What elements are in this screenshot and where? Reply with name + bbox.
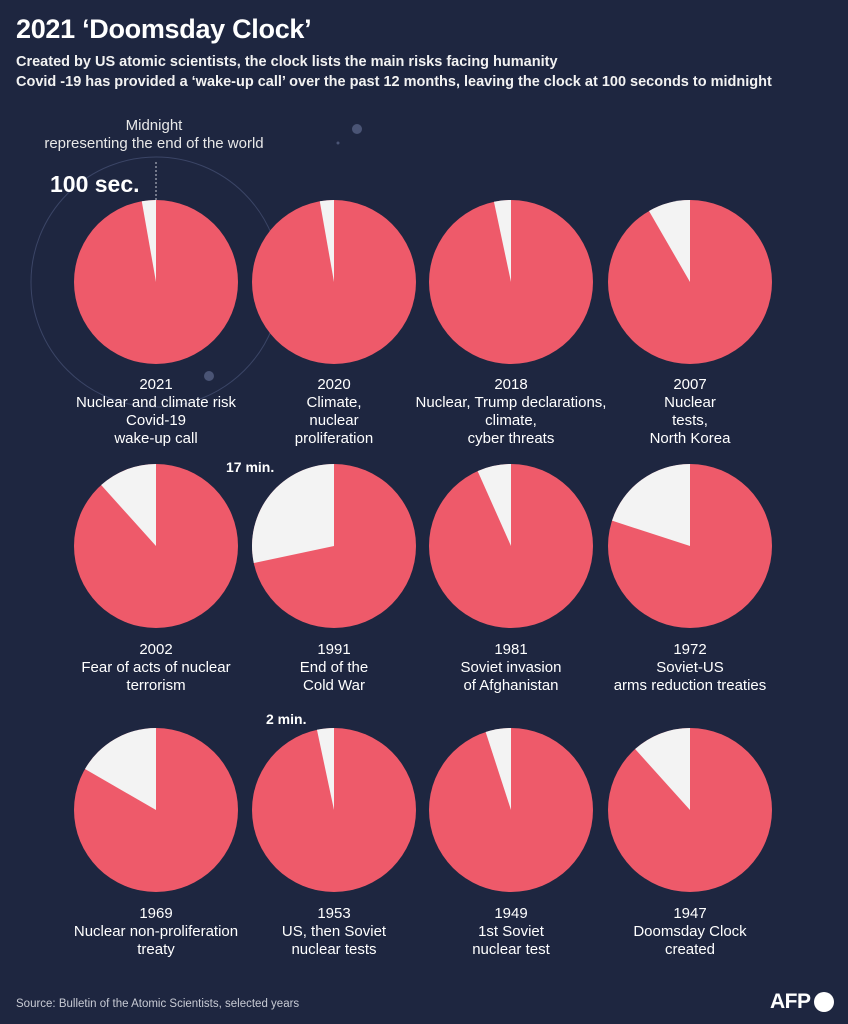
- clock-event-label: Nuclear and climate risk: [75, 394, 237, 411]
- clock-event-label: proliferation: [294, 430, 374, 447]
- clock-event-label: nuclear test: [472, 941, 550, 958]
- clock-1981: [429, 464, 593, 628]
- deco-dot: [352, 124, 362, 134]
- time-to-midnight-slice-1947: [635, 728, 690, 810]
- clock-caption-1991: 1991 End of the Cold War: [219, 641, 449, 695]
- clock-caption-2021: 2021 Nuclear and climate risk Covid-19 wake…: [41, 376, 271, 448]
- time-to-midnight-slice-1981: [477, 464, 511, 546]
- seventeen-min-annotation: 17 min.: [226, 459, 275, 475]
- midnight-description: representing the end of the world: [44, 135, 264, 152]
- time-to-midnight-slice-1972: [612, 464, 690, 546]
- clock-1969: [74, 728, 238, 892]
- clock-1972: [608, 464, 772, 628]
- time-to-midnight-slice-1969: [84, 728, 156, 810]
- clock-2018: [429, 200, 593, 364]
- clock-2021: [74, 200, 238, 364]
- clock-year: 1969: [139, 905, 173, 922]
- clock-caption-2018: 2018 Nuclear, Trump declarations, climate,…: [396, 376, 626, 448]
- clock-event-label: treaty: [137, 941, 175, 958]
- clock-event-label: wake-up call: [114, 430, 198, 447]
- time-to-midnight-slice-2018: [493, 200, 511, 282]
- clock-2020: [252, 200, 416, 364]
- source-note: Source: Bulletin of the Atomic Scientist…: [16, 998, 300, 1010]
- midnight-annotation: Midnight representing the end of the wor…: [0, 117, 308, 153]
- time-to-midnight-slice-1949: [485, 728, 511, 810]
- clock-event-label: tests,: [672, 412, 708, 429]
- clock-event-label: terrorism: [126, 677, 186, 694]
- clock-caption-1969: 1969 Nuclear non-proliferation treaty: [41, 905, 271, 959]
- clock-event-label: Nuclear, Trump declarations,: [415, 394, 607, 411]
- clock-event-label: North Korea: [649, 430, 731, 447]
- clock-caption-2002: 2002 Fear of acts of nuclear terrorism: [41, 641, 271, 695]
- clock-2007: [608, 200, 772, 364]
- clock-event-label: Soviet invasion: [460, 659, 562, 676]
- afp-logo: AFP: [770, 990, 834, 1014]
- clock-event-label: nuclear tests: [291, 941, 377, 958]
- clock-year: 2018: [494, 376, 528, 393]
- page-title: 2021 ‘Doomsday Clock’: [16, 14, 312, 44]
- time-to-midnight-slice-2002: [101, 464, 156, 546]
- clock-event-label: Climate,: [306, 394, 362, 411]
- deco-dot: [336, 141, 340, 145]
- time-to-midnight-slice-2007: [649, 200, 690, 282]
- clock-year: 1991: [317, 641, 351, 658]
- clock-year: 2002: [139, 641, 173, 658]
- clock-1949: [429, 728, 593, 892]
- deco-dot: [204, 371, 214, 381]
- clock-year: 1972: [673, 641, 707, 658]
- hundred-sec-annotation: 100 sec.: [50, 171, 140, 197]
- clock-event-label: climate,: [485, 412, 537, 429]
- clock-year: 1949: [494, 905, 528, 922]
- clock-1953: [252, 728, 416, 892]
- clock-year: 1981: [494, 641, 528, 658]
- clock-caption-1949: 1949 1st Soviet nuclear test: [396, 905, 626, 959]
- subtitle-line-1: Created by US atomic scientists, the clo…: [16, 54, 558, 70]
- time-to-midnight-slice-1953: [316, 728, 334, 810]
- time-to-midnight-slice-1991: [251, 464, 334, 564]
- subtitle-line-2: Covid -19 has provided a ‘wake-up call’ …: [16, 74, 772, 90]
- clock-caption-2020: 2020 Climate, nuclear proliferation: [219, 376, 449, 448]
- clock-event-label: Doomsday Clock: [633, 923, 747, 940]
- clock-event-label: arms reduction treaties: [613, 677, 767, 694]
- clock-year: 2021: [139, 376, 173, 393]
- clock-caption-1953: 1953 US, then Soviet nuclear tests: [219, 905, 449, 959]
- clock-year: 1953: [317, 905, 351, 922]
- clock-caption-2007: 2007 Nuclear tests, North Korea: [575, 376, 805, 448]
- midnight-label: Midnight: [125, 117, 183, 134]
- clock-year: 2007: [673, 376, 707, 393]
- two-min-annotation: 2 min.: [266, 711, 307, 727]
- clock-event-label: US, then Soviet: [281, 923, 387, 940]
- time-to-midnight-slice-2021: [141, 200, 156, 282]
- clock-event-label: Covid-19: [125, 412, 187, 429]
- afp-logo-dot: [813, 992, 834, 1012]
- clock-caption-1981: 1981 Soviet invasion of Afghanistan: [396, 641, 626, 695]
- clock-event-label: Soviet-US: [656, 659, 724, 676]
- clock-caption-1947: 1947 Doomsday Clock created: [575, 905, 805, 959]
- clock-event-label: End of the: [299, 659, 369, 676]
- clock-2002: [74, 464, 238, 628]
- clock-event-label: Fear of acts of nuclear: [81, 659, 231, 676]
- clock-1947: [608, 728, 772, 892]
- clock-event-label: nuclear: [309, 412, 359, 429]
- clock-event-label: Cold War: [303, 677, 365, 694]
- clock-event-label: of Afghanistan: [463, 677, 559, 694]
- clock-event-label: Nuclear non-proliferation: [73, 923, 239, 940]
- clock-event-label: created: [664, 941, 716, 958]
- clock-event-label: Nuclear: [664, 394, 716, 411]
- time-to-midnight-slice-2020: [319, 200, 334, 282]
- afp-logo-text: AFP: [770, 990, 811, 1013]
- clock-event-label: 1st Soviet: [478, 923, 544, 940]
- clock-event-label: cyber threats: [467, 430, 555, 447]
- clock-year: 1947: [673, 905, 707, 922]
- clock-1991: [251, 464, 416, 628]
- clock-caption-1972: 1972 Soviet-US arms reduction treaties: [575, 641, 805, 695]
- clock-year: 2020: [317, 376, 351, 393]
